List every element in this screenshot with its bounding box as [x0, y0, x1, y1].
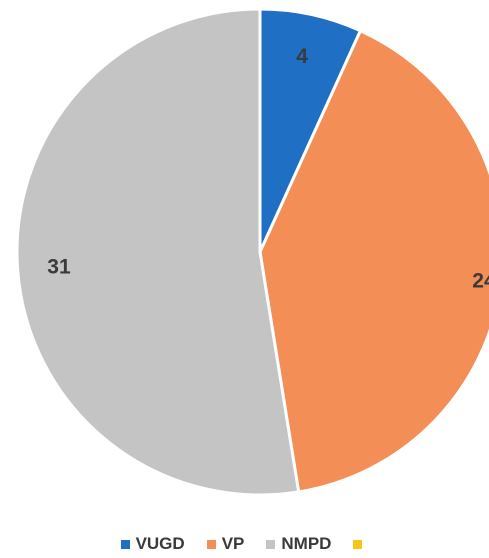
pie-slices	[15, 7, 489, 497]
data-label-vugd: 4	[296, 45, 308, 68]
pie-slice-nmpd	[15, 7, 301, 497]
legend-label-vp: VP	[221, 534, 245, 553]
pie-plot-area: 4 24 31	[15, 7, 489, 497]
legend-label-vugd: VUGD	[135, 534, 185, 553]
legend-label-nmpd: NMPD	[281, 534, 332, 553]
legend-item-vp: VP	[206, 534, 245, 554]
pie-data-labels: 4 24 31	[47, 45, 489, 293]
pie-slice-vp	[258, 28, 489, 494]
legend-swatch-vp	[206, 539, 216, 549]
legend-swatch-vugd	[120, 539, 130, 549]
legend-item-vugd: VUGD	[120, 534, 185, 554]
legend: VUGD VP NMPD	[0, 534, 489, 554]
legend-item-nmpd: NMPD	[266, 534, 331, 554]
legend-swatch-nmpd	[266, 539, 276, 549]
legend-swatch-unnamed	[353, 539, 363, 549]
data-label-nmpd: 31	[47, 256, 71, 279]
data-label-vp: 24	[472, 270, 489, 293]
legend-item-unnamed	[353, 539, 368, 549]
